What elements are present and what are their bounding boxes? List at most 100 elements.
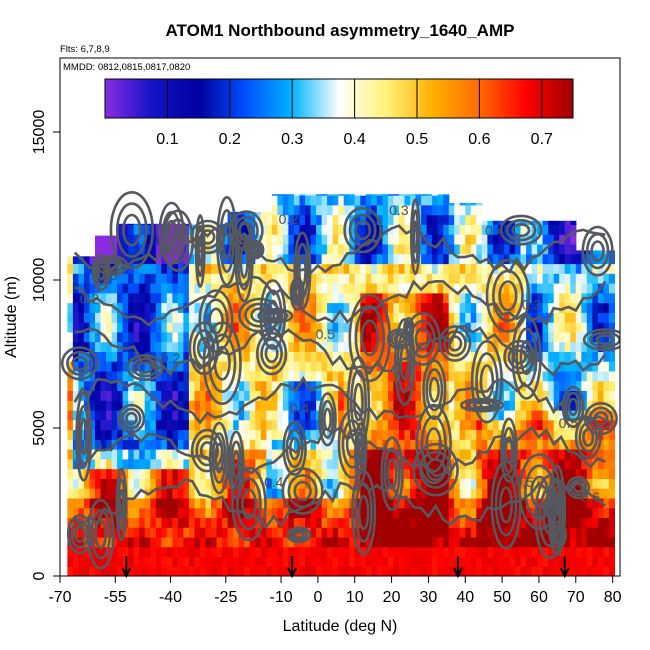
heatmap-cell xyxy=(244,536,251,548)
heatmap-cell xyxy=(404,497,411,509)
heatmap-cell xyxy=(387,322,394,333)
heatmap-cell xyxy=(448,478,455,489)
heatmap-cell xyxy=(603,370,610,382)
heatmap-cell xyxy=(354,517,361,528)
contour-line xyxy=(286,526,312,544)
heatmap-cell xyxy=(537,292,544,304)
heatmap-cell xyxy=(266,380,273,391)
heatmap-cell xyxy=(139,458,146,470)
heatmap-cell xyxy=(365,497,372,509)
contour-line xyxy=(262,309,289,322)
heatmap-cell xyxy=(266,243,273,255)
heatmap-cell xyxy=(183,527,190,538)
heatmap-cell xyxy=(67,449,74,460)
heatmap-cell xyxy=(332,458,339,470)
heatmap-cell xyxy=(503,556,510,567)
contour-line xyxy=(498,280,518,312)
heatmap-cell xyxy=(459,312,466,323)
heatmap-cell xyxy=(249,351,256,362)
heatmap-cell xyxy=(437,263,444,274)
heatmap-cell xyxy=(117,556,124,567)
heatmap-cell xyxy=(376,243,383,255)
heatmap-cell xyxy=(492,243,499,255)
heatmap-cell xyxy=(470,380,477,391)
heatmap-cell xyxy=(271,566,278,576)
heatmap-cell xyxy=(492,536,499,548)
heatmap-cell xyxy=(78,468,85,479)
heatmap-cell xyxy=(122,449,129,460)
heatmap-cell xyxy=(520,497,527,509)
heatmap-cell xyxy=(111,458,118,470)
colorbar-tick-label: 0.5 xyxy=(406,131,428,148)
heatmap-cell xyxy=(459,507,466,518)
heatmap-cell xyxy=(448,253,455,265)
heatmap-cell xyxy=(382,302,389,313)
heatmap-cell xyxy=(122,468,129,479)
heatmap-cell xyxy=(404,234,411,245)
heatmap-cell xyxy=(597,361,604,372)
heatmap-cell xyxy=(564,351,571,362)
heatmap-cell xyxy=(476,400,483,411)
heatmap-cell xyxy=(227,409,234,421)
heatmap-cell xyxy=(432,380,439,391)
contour-line xyxy=(582,328,620,352)
heatmap-cell xyxy=(481,234,488,245)
heatmap-cell xyxy=(503,507,510,518)
heatmap-cell xyxy=(277,292,284,304)
contour-line xyxy=(544,497,560,521)
heatmap-cell xyxy=(122,546,129,558)
heatmap-cell xyxy=(117,234,124,245)
heatmap-cell xyxy=(360,566,367,576)
heatmap-cell xyxy=(83,497,90,509)
heatmap-cell xyxy=(542,224,549,235)
heatmap-cell xyxy=(139,312,146,323)
heatmap-cell xyxy=(255,400,262,411)
heatmap-cell xyxy=(222,488,229,499)
heatmap-cell xyxy=(503,370,510,382)
heatmap-cell xyxy=(183,283,190,294)
heatmap-cell xyxy=(155,497,162,509)
heatmap-cell xyxy=(559,243,566,255)
heatmap-cell xyxy=(553,409,560,421)
heatmap-cell xyxy=(205,273,212,284)
heatmap-cell xyxy=(139,478,146,489)
heatmap-cell xyxy=(415,292,422,304)
heatmap-cell xyxy=(172,556,179,567)
heatmap-cell xyxy=(548,234,555,245)
heatmap-cell xyxy=(266,234,273,245)
heatmap-cell xyxy=(492,429,499,440)
heatmap-cell xyxy=(150,312,157,323)
heatmap-cell xyxy=(305,517,312,528)
heatmap-cell xyxy=(183,263,190,274)
heatmap-cell xyxy=(553,283,560,294)
heatmap-cell xyxy=(288,351,295,362)
heatmap-cell xyxy=(537,322,544,333)
heatmap-cell xyxy=(597,380,604,391)
heatmap-cell xyxy=(570,419,577,431)
heatmap-cell xyxy=(89,302,96,313)
heatmap-cell xyxy=(410,292,417,304)
heatmap-cell xyxy=(166,331,173,343)
heatmap-cell xyxy=(139,331,146,343)
heatmap-cell xyxy=(526,409,533,421)
heatmap-cell xyxy=(465,341,472,352)
flights-label: Flts: 6,7,8,9 xyxy=(60,44,110,55)
heatmap-cell xyxy=(349,527,356,538)
heatmap-cell xyxy=(233,566,240,576)
heatmap-cell xyxy=(321,517,328,528)
heatmap-cell xyxy=(586,527,593,538)
heatmap-cell xyxy=(67,322,74,333)
heatmap-cell xyxy=(537,556,544,567)
heatmap-cell xyxy=(459,478,466,489)
heatmap-cell xyxy=(172,527,179,538)
contour-line xyxy=(348,293,392,383)
heatmap-cell xyxy=(194,556,201,567)
heatmap-cell xyxy=(95,458,102,470)
heatmap-cell xyxy=(586,370,593,382)
heatmap-cell xyxy=(299,322,306,333)
heatmap-cell xyxy=(586,566,593,576)
contour-line xyxy=(79,417,88,456)
heatmap-cell xyxy=(277,224,284,235)
heatmap-cell xyxy=(465,507,472,518)
heatmap-cell xyxy=(205,263,212,274)
